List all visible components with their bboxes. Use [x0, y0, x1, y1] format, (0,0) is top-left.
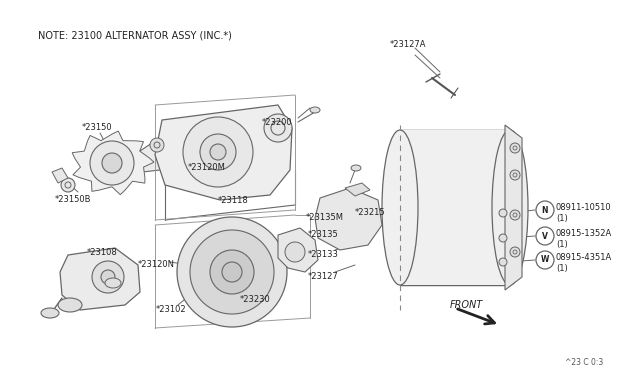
- Ellipse shape: [492, 130, 528, 285]
- Text: NOTE: 23100 ALTERNATOR ASSY (INC.*): NOTE: 23100 ALTERNATOR ASSY (INC.*): [38, 30, 232, 40]
- Text: (1): (1): [556, 263, 568, 273]
- Ellipse shape: [310, 107, 320, 113]
- Circle shape: [510, 210, 520, 220]
- Ellipse shape: [58, 298, 82, 312]
- Text: 08911-10510: 08911-10510: [556, 202, 612, 212]
- Ellipse shape: [105, 278, 121, 288]
- Polygon shape: [278, 228, 318, 272]
- Text: *23150: *23150: [82, 123, 113, 132]
- Circle shape: [499, 258, 507, 266]
- Circle shape: [222, 262, 242, 282]
- Text: *23230: *23230: [240, 295, 271, 304]
- Ellipse shape: [382, 130, 418, 285]
- Polygon shape: [72, 131, 154, 195]
- Text: *23135: *23135: [308, 230, 339, 239]
- Circle shape: [285, 242, 305, 262]
- Text: FRONT: FRONT: [450, 300, 483, 310]
- Polygon shape: [52, 168, 68, 183]
- Ellipse shape: [41, 308, 59, 318]
- Text: N: N: [541, 205, 548, 215]
- Text: *23120M: *23120M: [188, 163, 226, 172]
- Text: (1): (1): [556, 240, 568, 248]
- Circle shape: [510, 143, 520, 153]
- Circle shape: [177, 217, 287, 327]
- Circle shape: [101, 270, 115, 284]
- Polygon shape: [134, 133, 182, 173]
- Text: *23135M: *23135M: [306, 213, 344, 222]
- Circle shape: [210, 250, 254, 294]
- Text: 08915-1352A: 08915-1352A: [556, 228, 612, 237]
- Text: *23127: *23127: [308, 272, 339, 281]
- Circle shape: [183, 117, 253, 187]
- Text: *23127A: *23127A: [390, 40, 426, 49]
- Polygon shape: [345, 183, 370, 196]
- Circle shape: [510, 247, 520, 257]
- Text: (1): (1): [556, 214, 568, 222]
- Text: V: V: [542, 231, 548, 241]
- Text: W: W: [541, 256, 549, 264]
- Text: *23150B: *23150B: [55, 195, 92, 204]
- Polygon shape: [155, 105, 292, 200]
- Circle shape: [190, 230, 274, 314]
- Circle shape: [90, 141, 134, 185]
- Text: *23102: *23102: [156, 305, 187, 314]
- Circle shape: [92, 261, 124, 293]
- Circle shape: [510, 170, 520, 180]
- Circle shape: [499, 234, 507, 242]
- Circle shape: [264, 114, 292, 142]
- Polygon shape: [60, 248, 140, 310]
- Polygon shape: [315, 188, 382, 250]
- Text: *23200: *23200: [262, 118, 292, 127]
- Text: *23108: *23108: [87, 248, 118, 257]
- Text: ^23 C 0:3: ^23 C 0:3: [565, 358, 604, 367]
- Text: 08915-4351A: 08915-4351A: [556, 253, 612, 262]
- Polygon shape: [400, 130, 510, 285]
- Text: *23133: *23133: [308, 250, 339, 259]
- Circle shape: [61, 178, 75, 192]
- Circle shape: [210, 144, 226, 160]
- Circle shape: [200, 134, 236, 170]
- Circle shape: [102, 153, 122, 173]
- Text: *23120N: *23120N: [138, 260, 175, 269]
- Polygon shape: [505, 125, 522, 290]
- Ellipse shape: [351, 165, 361, 171]
- Text: *23118: *23118: [218, 196, 249, 205]
- Circle shape: [499, 209, 507, 217]
- Text: *23215: *23215: [355, 208, 386, 217]
- Circle shape: [150, 138, 164, 152]
